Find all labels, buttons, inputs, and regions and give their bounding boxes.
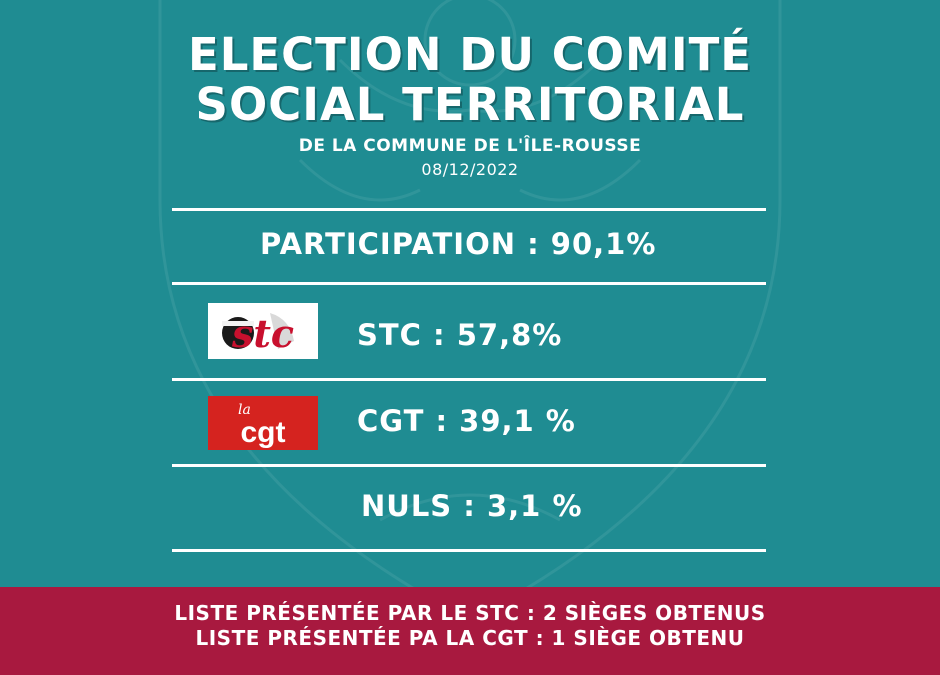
divider xyxy=(172,464,766,467)
stc-logo-icon: stc xyxy=(208,303,318,359)
cgt-logo-text: cgt xyxy=(241,416,286,449)
cgt-seats-line: LISTE PRÉSENTÉE PA LA CGT : 1 SIÈGE OBTE… xyxy=(195,626,745,650)
participation-result: PARTICIPATION : 90,1% xyxy=(260,227,657,261)
moor-head-icon xyxy=(222,313,294,349)
cgt-logo-icon: la cgt xyxy=(208,396,318,450)
stc-result: STC : 57,8% xyxy=(357,318,563,352)
divider xyxy=(172,208,766,211)
seats-footer: LISTE PRÉSENTÉE PAR LE STC : 2 SIÈGES OB… xyxy=(0,587,940,675)
divider xyxy=(172,282,766,285)
divider xyxy=(172,378,766,381)
cgt-result: CGT : 39,1 % xyxy=(357,404,576,438)
stc-logo-text: stc xyxy=(231,311,294,356)
page-title-line-1: ELECTION DU COMITÉ xyxy=(188,28,752,81)
election-date: 08/12/2022 xyxy=(421,160,519,179)
divider xyxy=(172,549,766,552)
nuls-result: NULS : 3,1 % xyxy=(361,489,583,523)
commune-subtitle: DE LA COMMUNE DE L'ÎLE-ROUSSE xyxy=(298,136,642,156)
stc-seats-line: LISTE PRÉSENTÉE PAR LE STC : 2 SIÈGES OB… xyxy=(174,601,766,625)
cgt-logo-la: la xyxy=(238,402,251,418)
page-title-line-2: SOCIAL TERRITORIAL xyxy=(195,78,745,131)
